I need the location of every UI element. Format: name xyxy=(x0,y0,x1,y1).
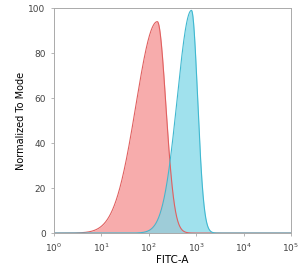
X-axis label: FITC-A: FITC-A xyxy=(156,255,189,265)
Y-axis label: Normalized To Mode: Normalized To Mode xyxy=(16,72,26,170)
